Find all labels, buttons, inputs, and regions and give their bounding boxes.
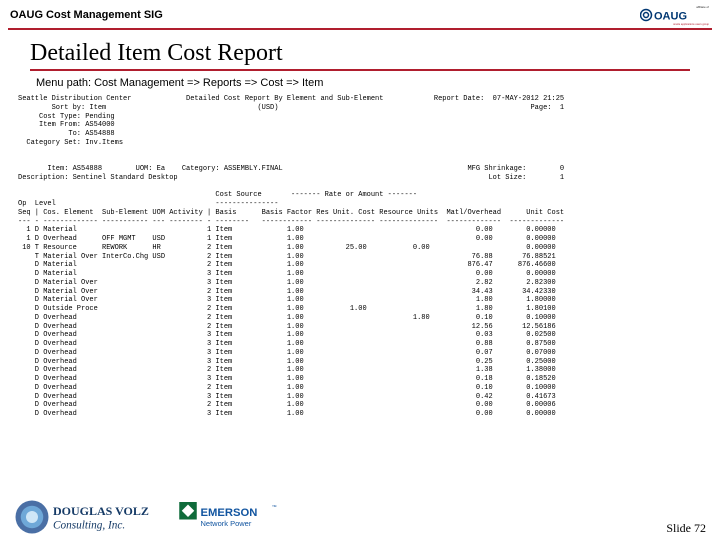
svg-text:OAUG: OAUG xyxy=(654,11,687,23)
header-bar: OAUG Cost Management SIG affiliate of OA… xyxy=(0,0,720,28)
page-title: Detailed Item Cost Report xyxy=(30,40,690,67)
title-block: Detailed Item Cost Report xyxy=(0,30,720,73)
svg-text:Network Power: Network Power xyxy=(201,519,252,528)
emerson-logo-icon: EMERSON Network Power ™ xyxy=(178,498,278,536)
svg-text:DOUGLAS VOLZ: DOUGLAS VOLZ xyxy=(53,504,149,518)
menu-path: Menu path: Cost Management => Reports =>… xyxy=(0,73,720,95)
svg-text:oracle applications users grou: oracle applications users group xyxy=(673,22,709,26)
title-underline xyxy=(30,69,690,71)
oaug-logo-icon: affiliate of OAUG oracle applications us… xyxy=(640,4,710,26)
footer: DOUGLAS VOLZ Consulting, Inc. EMERSON Ne… xyxy=(0,498,720,536)
footer-logos: DOUGLAS VOLZ Consulting, Inc. EMERSON Ne… xyxy=(14,498,278,536)
report-text: Seattle Distribution Center Detailed Cos… xyxy=(18,95,702,419)
svg-text:affiliate of: affiliate of xyxy=(696,5,709,9)
slide-number: Slide 72 xyxy=(666,521,706,536)
svg-text:™: ™ xyxy=(272,504,277,510)
header-title: OAUG Cost Management SIG xyxy=(10,9,163,21)
report-body: Seattle Distribution Center Detailed Cos… xyxy=(0,95,720,419)
svg-text:EMERSON: EMERSON xyxy=(201,507,258,519)
svg-text:Consulting, Inc.: Consulting, Inc. xyxy=(53,519,125,531)
douglas-volz-logo-icon: DOUGLAS VOLZ Consulting, Inc. xyxy=(14,498,164,536)
